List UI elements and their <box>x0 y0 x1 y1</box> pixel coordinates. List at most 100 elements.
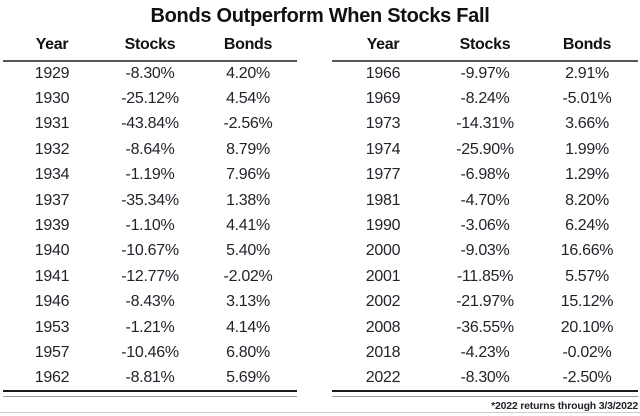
table-cell: 16.66% <box>560 242 614 260</box>
returns-table-right: Year Stocks Bonds 1966 -9.97% 2.91% 1969 -8.… <box>332 33 638 393</box>
table-row: 1937 -35.34% 1.38% <box>3 188 297 213</box>
table-cell: 1.38% <box>226 191 270 209</box>
table-row: 1939 -1.10% 4.41% <box>3 213 297 238</box>
table-cell: -1.19% <box>125 166 175 184</box>
header-row: Year Stocks Bonds <box>332 33 638 62</box>
table-cell: 2.91% <box>565 65 609 83</box>
table-cell: 1930 <box>34 90 70 108</box>
table-cell: 1.29% <box>565 166 609 184</box>
returns-table-left: Year Stocks Bonds 1929 -8.30% 4.20% 1930 -25… <box>3 33 297 393</box>
table-cell: 1969 <box>365 90 401 108</box>
table-cell: -8.30% <box>125 65 175 83</box>
table-cell: 1953 <box>34 318 70 336</box>
table-row: 2002 -21.97% 15.12% <box>332 290 638 315</box>
table-cell: 15.12% <box>560 293 614 311</box>
table-cell: 3.13% <box>226 293 270 311</box>
table-cell: -9.97% <box>460 65 510 83</box>
col-header-bonds: Bonds <box>536 33 638 62</box>
table-cell: -25.90% <box>456 140 514 158</box>
table-row: 1934 -1.19% 7.96% <box>3 163 297 188</box>
table-cell: -8.81% <box>125 368 175 386</box>
table-cell: -0.02% <box>562 343 612 361</box>
col-header-stocks: Stocks <box>101 33 199 62</box>
table-cell: -11.85% <box>456 267 514 285</box>
footnote: *2022 returns through 3/3/2022 <box>491 400 638 412</box>
table-row: 1973 -14.31% 3.66% <box>332 112 638 137</box>
table-cell: -12.77% <box>121 267 179 285</box>
table-cell: -2.50% <box>562 368 612 386</box>
table-cell: 1.99% <box>565 140 609 158</box>
table-cell: 1962 <box>34 368 70 386</box>
table-cell: -6.98% <box>460 166 510 184</box>
table-cell: -35.34% <box>121 191 179 209</box>
table-cell: 1946 <box>34 293 70 311</box>
table-cell: 2000 <box>365 242 401 260</box>
table-cell: 1939 <box>34 217 70 235</box>
table-cell: 1940 <box>34 242 70 260</box>
table-cell: -2.02% <box>223 267 273 285</box>
table-cell: -14.31% <box>456 115 514 133</box>
table-cell: -4.70% <box>460 191 510 209</box>
table-cell: 1929 <box>34 65 70 83</box>
table-body-right: 1966 -9.97% 2.91% 1969 -8.24% -5.01% 1973 -14.3… <box>332 61 638 391</box>
table-cell: 1981 <box>365 191 401 209</box>
table-cell: 1932 <box>34 140 70 158</box>
table-row: 2001 -11.85% 5.57% <box>332 264 638 289</box>
returns-table-right-wrap: Year Stocks Bonds 1966 -9.97% 2.91% 1969 -8.… <box>332 33 638 398</box>
table-cell: 1931 <box>34 115 70 133</box>
table-cell: 1977 <box>365 166 401 184</box>
table-cell: -36.55% <box>456 318 514 336</box>
table-cell: -8.64% <box>125 140 175 158</box>
table-cell: 2008 <box>365 318 401 336</box>
col-header-year: Year <box>332 33 434 62</box>
col-header-bonds: Bonds <box>199 33 297 62</box>
table-cell: -21.97% <box>456 293 514 311</box>
table-row: 1932 -8.64% 8.79% <box>3 137 297 162</box>
table-cell: 5.57% <box>565 267 609 285</box>
table-cell: 1973 <box>365 115 401 133</box>
table-cell: -43.84% <box>121 115 179 133</box>
table-cell: 4.54% <box>226 90 270 108</box>
table-cell: -8.30% <box>460 368 510 386</box>
table-cell: 20.10% <box>560 318 614 336</box>
table-row: 1957 -10.46% 6.80% <box>3 340 297 365</box>
table-row: 2018 -4.23% -0.02% <box>332 340 638 365</box>
table-cell: 1957 <box>34 343 70 361</box>
table-cell: 8.79% <box>226 140 270 158</box>
table-cell: 4.41% <box>226 217 270 235</box>
table-row: 2000 -9.03% 16.66% <box>332 239 638 264</box>
table-cell: 2001 <box>365 267 401 285</box>
table-cell: -5.01% <box>562 90 612 108</box>
table-cell: 7.96% <box>226 166 270 184</box>
table-row: 1941 -12.77% -2.02% <box>3 264 297 289</box>
table-cell: -4.23% <box>460 343 510 361</box>
table-row: 2008 -36.55% 20.10% <box>332 315 638 340</box>
table-cell: -2.56% <box>223 115 273 133</box>
table-cell: -3.06% <box>460 217 510 235</box>
table-cell: -8.43% <box>125 293 175 311</box>
table-row: 1969 -8.24% -5.01% <box>332 86 638 111</box>
table-row: 1990 -3.06% 6.24% <box>332 213 638 238</box>
table-cell: -10.46% <box>121 343 179 361</box>
table-cell: 1990 <box>365 217 401 235</box>
returns-table-left-wrap: Year Stocks Bonds 1929 -8.30% 4.20% 1930 -25… <box>3 33 297 398</box>
table-cell: 5.69% <box>226 368 270 386</box>
table-row: 2022 -8.30% -2.50% <box>332 366 638 391</box>
table-cell: -9.03% <box>460 242 510 260</box>
table-row: 1966 -9.97% 2.91% <box>332 61 638 86</box>
table-row: 1946 -8.43% 3.13% <box>3 290 297 315</box>
table-cell: -8.24% <box>460 90 510 108</box>
table-cell: 1966 <box>365 65 401 83</box>
table-row: 1974 -25.90% 1.99% <box>332 137 638 162</box>
col-header-year: Year <box>3 33 101 62</box>
table-cell: 1937 <box>34 191 70 209</box>
table-cell: -25.12% <box>121 90 179 108</box>
table-bottom-rule-light-right <box>332 396 638 398</box>
table-cell: -1.21% <box>125 318 175 336</box>
table-cell: 3.66% <box>565 115 609 133</box>
table-cell: 8.20% <box>565 191 609 209</box>
table-row: 1981 -4.70% 8.20% <box>332 188 638 213</box>
table-row: 1977 -6.98% 1.29% <box>332 163 638 188</box>
bottom-border-line <box>0 412 640 413</box>
